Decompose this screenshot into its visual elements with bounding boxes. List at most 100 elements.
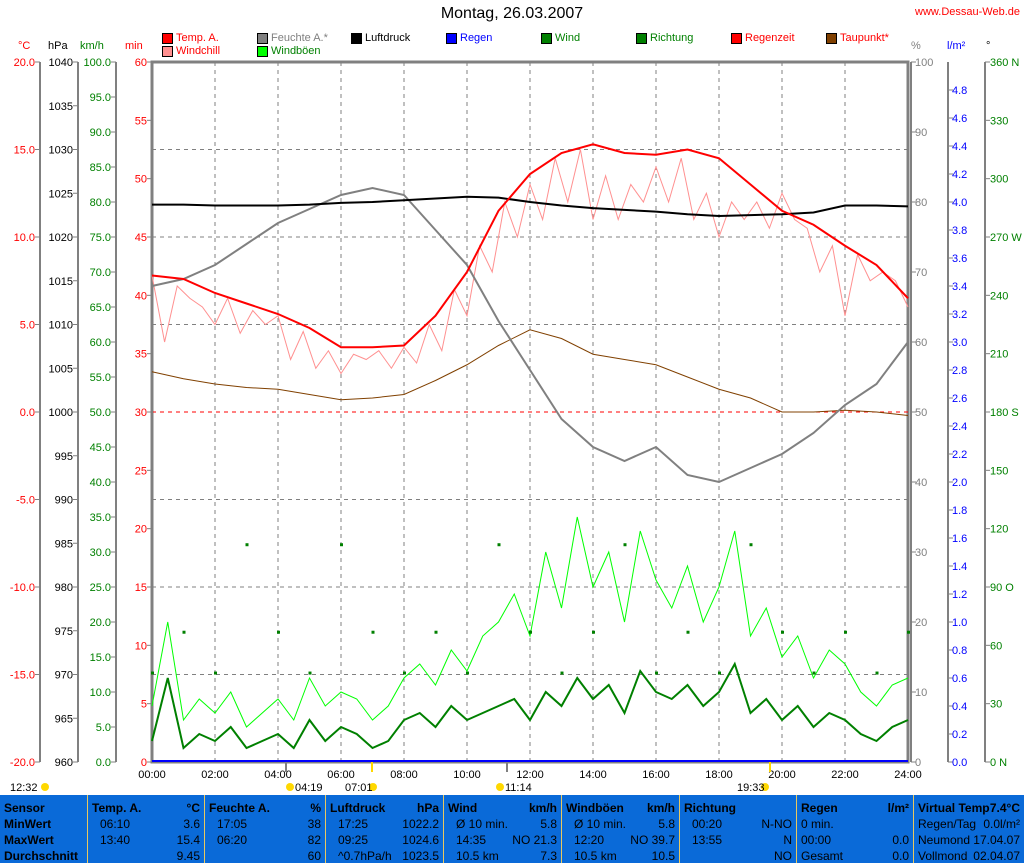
moon-icon — [41, 783, 49, 791]
legend-item: Luftdruck — [351, 32, 410, 44]
tick-label-pressure: 1040 — [49, 57, 73, 69]
table-row: 12:20 NO 39.7 — [566, 832, 675, 848]
cell-value: 15.4 — [176, 833, 200, 847]
tick-label-temp: -5.0 — [16, 495, 35, 507]
x-tick-label: 12:00 — [516, 769, 544, 781]
tick-label-wind: 65.0 — [90, 302, 111, 314]
direction-point — [497, 543, 501, 547]
tick-label-wind: 30.0 — [90, 547, 111, 559]
legend-swatch — [351, 32, 362, 44]
tick-label-wind: 100.0 — [83, 57, 111, 69]
tick-label-rain: 1.6 — [952, 533, 967, 545]
table-row: 13:40 15.4 — [92, 832, 200, 848]
direction-point — [214, 671, 217, 675]
tick-label-wind: 90.0 — [90, 127, 111, 139]
table-header: Temp. A. °C — [92, 800, 200, 816]
table-row: NO — [684, 848, 792, 864]
legend-swatch — [162, 45, 173, 57]
marker-label: 11:14 — [505, 782, 532, 794]
x-tick-label: 24:00 — [894, 769, 922, 781]
tick-label-rain: 0.4 — [952, 701, 967, 713]
x-tick-label: 18:00 — [705, 769, 733, 781]
cell-label: 17:05 — [217, 817, 248, 831]
tick-label-wind: 35.0 — [90, 512, 111, 524]
direction-point — [655, 671, 658, 675]
direction-point — [718, 671, 721, 675]
header-unit: % — [310, 801, 321, 815]
table-row: Neumond 17.04.07 — [918, 832, 1020, 848]
direction-point — [560, 671, 564, 675]
legend-label: Regenzeit — [745, 32, 795, 44]
direction-point — [686, 630, 690, 634]
tick-label-wind: 95.0 — [90, 92, 111, 104]
unit-wind: km/h — [80, 40, 104, 52]
series-windchill — [151, 149, 909, 375]
marker-label: 07:01 — [345, 782, 373, 794]
tick-label-wind: 50.0 — [90, 407, 111, 419]
x-tick-label: 06:00 — [327, 769, 355, 781]
tick-label-wind: 25.0 — [90, 582, 111, 594]
tick-label-pressure: 1000 — [49, 407, 73, 419]
tick-label-humidity: 70 — [915, 267, 927, 279]
tick-label-rain: 3.6 — [952, 253, 967, 265]
cell-label: MinWert — [4, 817, 52, 831]
tick-label-rain_time: 50 — [135, 174, 147, 186]
legend-label: Luftdruck — [365, 32, 411, 44]
x-tick-label: 04:00 — [264, 769, 292, 781]
tick-label-rain: 4.8 — [952, 85, 967, 97]
tick-label-direction: 210 — [990, 349, 1008, 361]
tick-label-humidity: 20 — [915, 617, 927, 629]
direction-point — [749, 543, 753, 547]
cell-label: 00:20 — [692, 817, 723, 831]
legend-swatch — [257, 45, 268, 57]
cell-label: 10.5 km — [574, 849, 617, 863]
marker-label: 12:32 — [10, 782, 38, 794]
tick-label-pressure: 980 — [55, 582, 73, 594]
tick-label-humidity: 10 — [915, 687, 927, 699]
table-row: MaxWert — [4, 832, 83, 848]
legend-item: Feuchte A.* — [257, 32, 328, 44]
tick-label-pressure: 960 — [55, 757, 73, 769]
cell-label: 13:55 — [692, 833, 723, 847]
tick-label-temp: 0.0 — [20, 407, 35, 419]
tick-label-pressure: 990 — [55, 495, 73, 507]
legend-swatch — [826, 32, 837, 44]
direction-point — [308, 671, 312, 675]
cell-label — [209, 848, 217, 864]
cell-value: 5.8 — [658, 817, 675, 831]
table-row: 00:00 0.0 — [801, 832, 909, 848]
legend-label: Wind — [555, 32, 581, 44]
tick-label-pressure: 965 — [55, 713, 73, 725]
cell-label: 09:25 — [338, 833, 369, 847]
tick-label-direction: 90 O — [990, 582, 1014, 594]
tick-label-direction: 360 N — [990, 57, 1019, 69]
tick-label-rain_time: 5 — [141, 699, 147, 711]
cell-label — [684, 848, 692, 864]
series-gusts — [151, 516, 909, 728]
tick-label-wind: 5.0 — [96, 722, 111, 734]
table-header: Feuchte A.% — [209, 800, 321, 816]
tick-label-temp: 10.0 — [14, 232, 35, 244]
tick-label-rain: 1.8 — [952, 505, 967, 517]
direction-point — [844, 630, 847, 634]
tick-label-pressure: 995 — [55, 451, 73, 463]
tick-label-humidity: 100 — [915, 57, 933, 69]
cell-value: 17.04.07 — [973, 833, 1020, 847]
tick-label-wind: 75.0 — [90, 232, 111, 244]
tick-label-rain: 2.8 — [952, 365, 967, 377]
tick-label-temp: -15.0 — [10, 670, 35, 682]
legend-swatch — [162, 32, 173, 44]
tick-label-rain_time: 30 — [135, 407, 147, 419]
tick-label-pressure: 1015 — [49, 276, 73, 288]
table-row: 06:10 3.6 — [92, 816, 200, 832]
tick-label-humidity: 50 — [915, 407, 927, 419]
tick-label-direction: 270 W — [990, 232, 1022, 244]
marker-label: 19:33 — [737, 782, 765, 794]
cell-value: 1022.2 — [402, 817, 439, 831]
legend-label: Regen — [460, 32, 493, 44]
direction-point — [182, 630, 186, 634]
site-url-link[interactable]: www.Dessau-Web.de — [915, 6, 1020, 18]
direction-point — [781, 630, 784, 634]
tick-label-direction: 0 N — [990, 757, 1007, 769]
series-wind — [151, 661, 909, 750]
